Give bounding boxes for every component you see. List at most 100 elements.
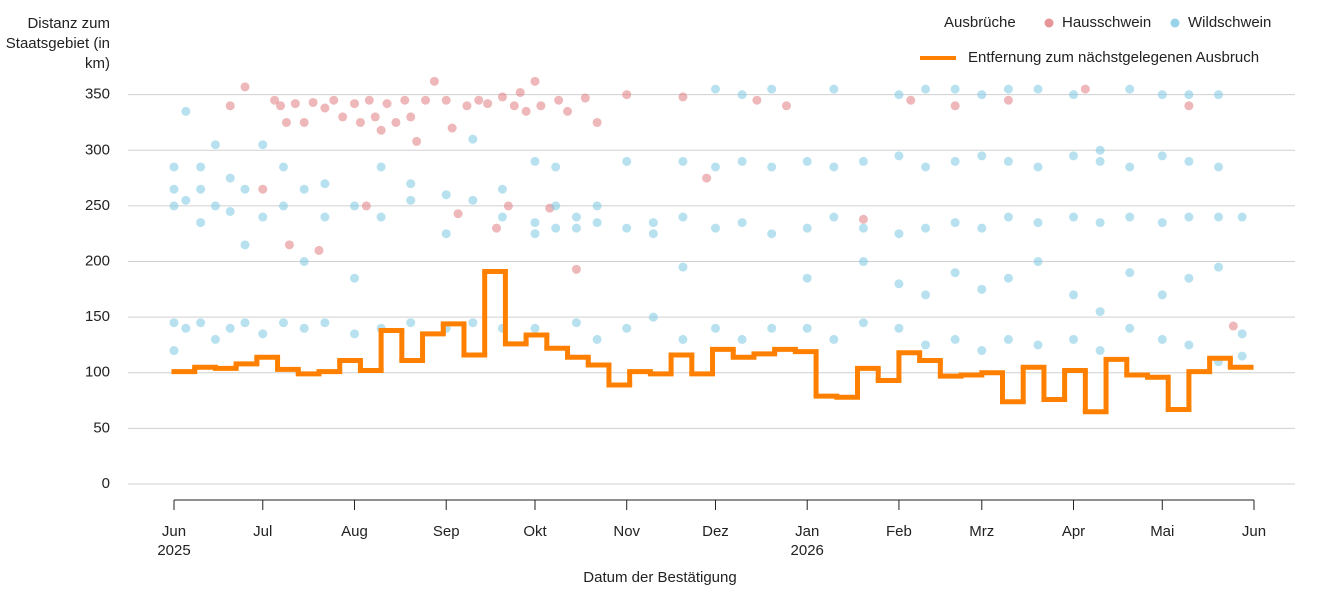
point (1095, 346, 1105, 356)
x-tick-label: Jun (1242, 523, 1266, 540)
point (977, 223, 987, 233)
point (406, 179, 416, 189)
point (240, 318, 250, 328)
y-tick-label: 100 (85, 364, 110, 381)
point (196, 184, 206, 194)
point (530, 76, 540, 86)
y-tick-label: 50 (93, 419, 110, 436)
point (1237, 212, 1247, 222)
point (1080, 84, 1090, 94)
point (270, 95, 280, 105)
point (551, 223, 561, 233)
point (563, 106, 573, 116)
point (299, 323, 309, 333)
point (1069, 290, 1079, 300)
y-tick-label: 150 (85, 308, 110, 325)
x-tick-label: Aug (341, 523, 368, 540)
point (829, 84, 839, 94)
point (497, 92, 507, 102)
legend-label: Wildschwein (1188, 14, 1271, 31)
point (1157, 90, 1167, 100)
point (361, 201, 371, 211)
point (710, 223, 720, 233)
point (453, 209, 463, 219)
point (858, 257, 868, 267)
point (1157, 151, 1167, 161)
point (258, 184, 268, 194)
point (622, 156, 632, 166)
point (950, 218, 960, 228)
point (1213, 212, 1223, 222)
point (894, 279, 904, 289)
point (678, 156, 688, 166)
point (592, 334, 602, 344)
point (276, 101, 286, 111)
point (169, 201, 179, 211)
point (210, 140, 220, 150)
point (240, 82, 250, 92)
point (648, 218, 658, 228)
point (678, 334, 688, 344)
point (752, 95, 762, 105)
point (950, 84, 960, 94)
point (225, 323, 235, 333)
legend-marker (1170, 18, 1180, 28)
point (376, 125, 386, 135)
point (894, 229, 904, 239)
point (258, 140, 268, 150)
point (1213, 262, 1223, 272)
y-tick-label: 350 (85, 86, 110, 103)
point (1003, 273, 1013, 283)
point (622, 323, 632, 333)
point (320, 318, 330, 328)
x-tick-label: Feb (886, 523, 912, 540)
point (802, 323, 812, 333)
point (1033, 162, 1043, 172)
point (894, 151, 904, 161)
point (554, 95, 564, 105)
point (1184, 101, 1194, 111)
point (1033, 218, 1043, 228)
point (370, 112, 380, 122)
point (181, 106, 191, 116)
point (950, 101, 960, 111)
point (196, 162, 206, 172)
y-tick-label: 200 (85, 253, 110, 270)
point (551, 162, 561, 172)
point (320, 103, 330, 113)
point (802, 273, 812, 283)
point (196, 318, 206, 328)
point (169, 162, 179, 172)
point (678, 262, 688, 272)
point (702, 173, 712, 183)
y-tick-label: 0 (102, 475, 110, 492)
point (521, 106, 531, 116)
point (1095, 145, 1105, 155)
point (412, 136, 422, 146)
x-tick-year: 2026 (791, 542, 824, 559)
point (767, 323, 777, 333)
point (829, 212, 839, 222)
point (530, 218, 540, 228)
y-tick-label: 300 (85, 141, 110, 158)
point (1157, 290, 1167, 300)
point (551, 201, 561, 211)
point (382, 99, 392, 109)
point (977, 346, 987, 356)
point (1003, 84, 1013, 94)
point (858, 214, 868, 224)
x-tick-label: Okt (523, 523, 547, 540)
point (648, 312, 658, 322)
point (1069, 212, 1079, 222)
point (767, 229, 777, 239)
point (737, 218, 747, 228)
point (536, 101, 546, 111)
point (1237, 329, 1247, 339)
point (509, 101, 519, 111)
point (278, 162, 288, 172)
point (1069, 90, 1079, 100)
point (921, 162, 931, 172)
point (196, 218, 206, 228)
point (400, 95, 410, 105)
